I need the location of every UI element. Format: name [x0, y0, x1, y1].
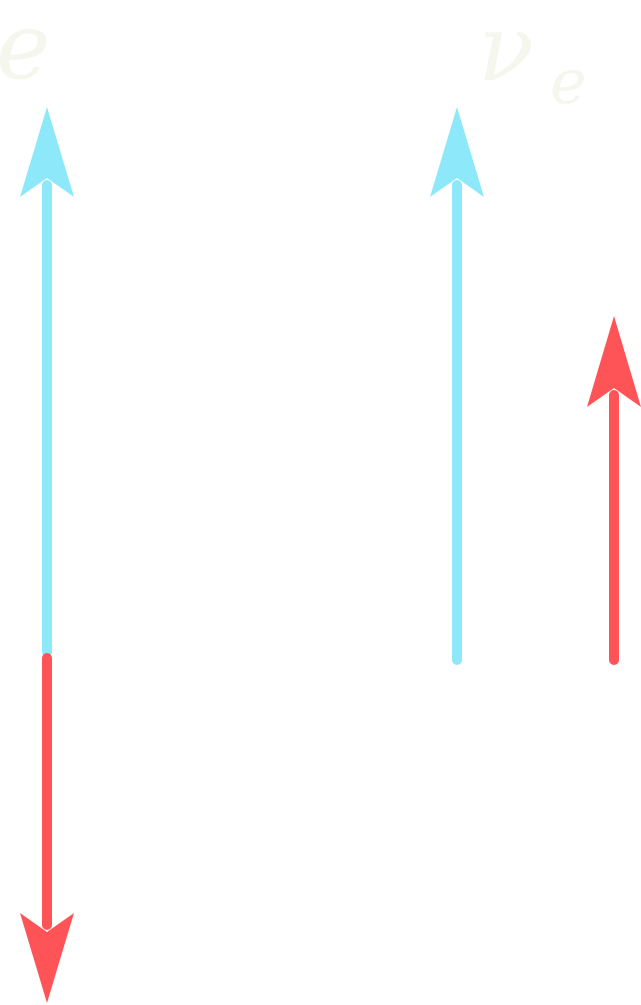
electron-spin-arrow [20, 653, 74, 1003]
antineutrino-symbol: ν [478, 0, 534, 102]
electron-label: e − [0, 0, 137, 100]
antineutrino-spin-arrow [587, 316, 641, 665]
electron-momentum-arrow-head [20, 107, 74, 197]
antineutrino-momentum-arrow-head [430, 107, 484, 197]
electron-momentum-arrow [20, 107, 74, 657]
electron-charge-superscript: − [60, 0, 137, 22]
electron-symbol: e [0, 0, 50, 100]
antineutrino-spin-arrow-head [587, 316, 641, 407]
antineutrino-subscript: e [550, 45, 587, 118]
electron-spin-arrow-head [20, 913, 74, 1003]
antineutrino-label: ν e — [478, 0, 587, 118]
antineutrino-overline: — [486, 0, 578, 22]
antineutrino-momentum-arrow [430, 107, 484, 665]
